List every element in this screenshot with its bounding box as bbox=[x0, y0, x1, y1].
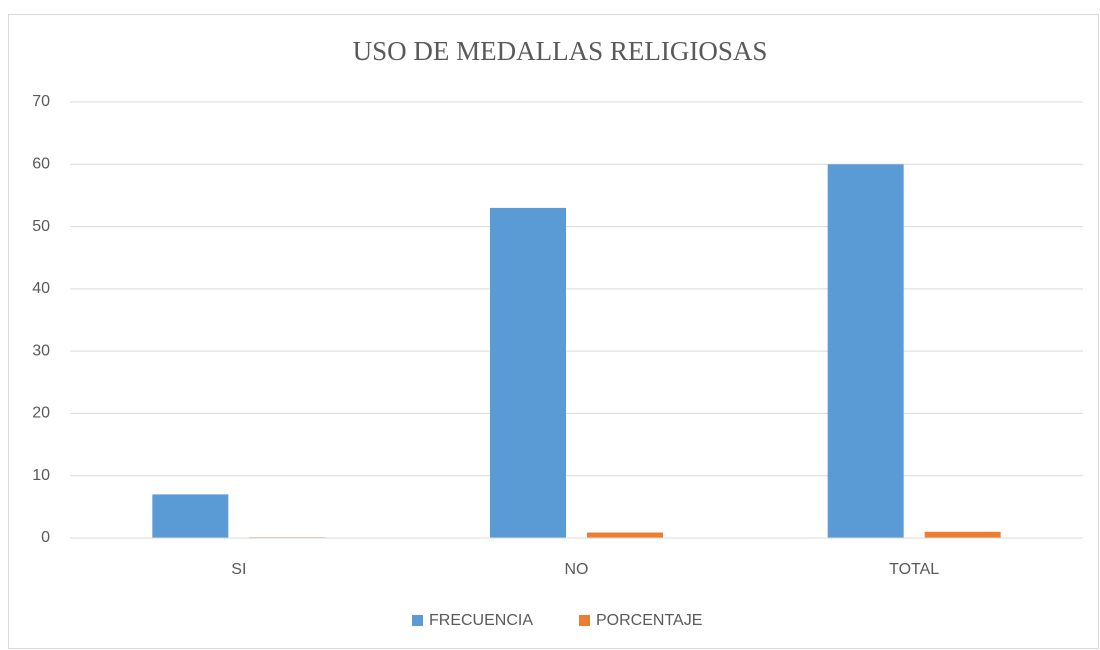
y-tick-label: 40 bbox=[32, 280, 50, 297]
y-tick-label: 0 bbox=[41, 529, 50, 546]
bar bbox=[152, 494, 229, 538]
y-tick-label: 50 bbox=[32, 218, 50, 235]
bar bbox=[587, 532, 663, 538]
y-tick-label: 70 bbox=[32, 93, 50, 110]
bar bbox=[490, 207, 566, 538]
chart-title: USO DE MEDALLAS RELIGIOSAS bbox=[353, 36, 768, 66]
legend-swatch bbox=[579, 615, 590, 626]
y-tick-label: 60 bbox=[32, 156, 50, 173]
bar bbox=[924, 531, 1001, 538]
legend-swatch bbox=[412, 615, 423, 626]
y-tick-label: 20 bbox=[32, 405, 50, 422]
bar bbox=[827, 164, 904, 539]
y-tick-label: 10 bbox=[32, 467, 50, 484]
legend-label: PORCENTAJE bbox=[596, 612, 702, 629]
x-tick-label: NO bbox=[565, 561, 589, 578]
legend-label: FRECUENCIA bbox=[429, 612, 533, 629]
x-tick-label: SI bbox=[231, 561, 246, 578]
x-tick-label: TOTAL bbox=[889, 561, 939, 578]
y-tick-label: 30 bbox=[32, 342, 50, 359]
